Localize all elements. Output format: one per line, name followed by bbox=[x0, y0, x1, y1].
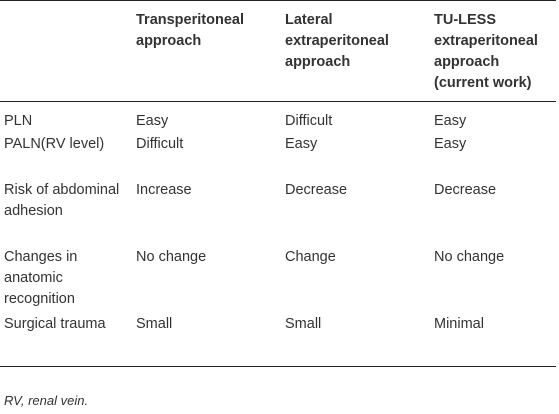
table-cell: Small bbox=[281, 314, 430, 367]
table-cell: Difficult bbox=[136, 136, 184, 152]
table-cell: Easy bbox=[136, 113, 169, 129]
table-row: Risk of abdominal adhesion Increase Decr… bbox=[0, 180, 556, 247]
table-cell: No change bbox=[434, 249, 505, 265]
header-tu-less-extraperitoneal: TU-LESS extraperitoneal approach (curren… bbox=[430, 0, 556, 102]
row-label: PALN(RV level) bbox=[4, 136, 105, 152]
table-row: Surgical trauma Small Small Minimal bbox=[0, 314, 556, 367]
table-cell: Easy bbox=[434, 113, 467, 129]
table-cell: Easy bbox=[285, 136, 318, 152]
table-cell: Difficult bbox=[285, 113, 333, 129]
table-cell: Decrease bbox=[285, 182, 348, 198]
table-row: PALN(RV level) Difficult Easy Easy bbox=[0, 134, 556, 180]
header-lateral-extraperitoneal: Lateral extraperitoneal approach bbox=[281, 0, 430, 102]
table-cell: Minimal bbox=[430, 314, 556, 367]
row-label: Changes in anatomic recognition bbox=[4, 249, 78, 307]
comparison-table: Transperitoneal approach Lateral extrape… bbox=[0, 0, 556, 367]
table-cell: Small bbox=[132, 314, 281, 367]
header-row: Transperitoneal approach Lateral extrape… bbox=[0, 0, 556, 102]
table-footnote: RV, renal vein. bbox=[4, 393, 89, 408]
table-cell: Decrease bbox=[434, 182, 497, 198]
table-row: PLN Easy Difficult Easy bbox=[0, 102, 556, 135]
row-label: Risk of abdominal adhesion bbox=[4, 182, 120, 219]
header-cell-empty bbox=[0, 0, 132, 102]
header-transperitoneal: Transperitoneal approach bbox=[132, 0, 281, 102]
table-row: Changes in anatomic recognition No chang… bbox=[0, 247, 556, 314]
row-label: Surgical trauma bbox=[0, 314, 132, 367]
table-cell: Increase bbox=[136, 182, 192, 198]
table-cell: Change bbox=[285, 249, 336, 265]
table-cell: Easy bbox=[434, 136, 467, 152]
table-cell: No change bbox=[136, 249, 207, 265]
row-label: PLN bbox=[4, 113, 33, 129]
